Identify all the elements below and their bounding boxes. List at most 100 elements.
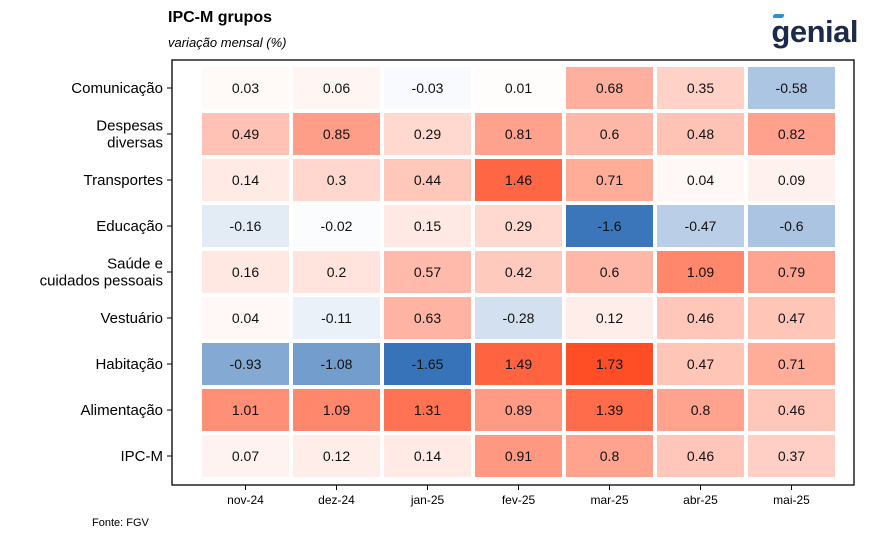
heatmap-cell xyxy=(293,159,380,201)
cell-value-label: -0.16 xyxy=(230,218,262,234)
heatmap-cell xyxy=(566,251,653,293)
heatmap-cell xyxy=(566,159,653,201)
cell-value-label: 0.46 xyxy=(687,310,714,326)
cell-value-label: 0.29 xyxy=(414,126,441,142)
y-tick-label: Saúde e xyxy=(107,256,163,273)
heatmap-cell xyxy=(566,297,653,339)
cell-value-label: 0.63 xyxy=(414,310,441,326)
cell-value-label: 0.15 xyxy=(414,218,441,234)
cell-value-label: 0.04 xyxy=(232,310,259,326)
heatmap-cell xyxy=(293,343,380,385)
cell-value-label: 0.3 xyxy=(327,172,347,188)
y-tick-label: Alimentação xyxy=(80,402,163,419)
heatmap-cell xyxy=(202,113,289,155)
heatmap-cell xyxy=(657,159,744,201)
cell-value-label: 0.6 xyxy=(600,126,620,142)
cell-value-label: 0.16 xyxy=(232,264,259,280)
cell-value-label: 0.68 xyxy=(596,80,623,96)
heatmap-cell xyxy=(202,205,289,247)
y-tick-label: Educação xyxy=(96,218,163,235)
heatmap-cell xyxy=(202,251,289,293)
brand-logo: genial xyxy=(771,14,858,50)
cell-value-label: -0.58 xyxy=(776,80,808,96)
cell-value-label: 1.39 xyxy=(596,402,623,418)
cell-value-label: 0.04 xyxy=(687,172,714,188)
heatmap-cell xyxy=(566,343,653,385)
heatmap-cell xyxy=(293,67,380,109)
heatmap-cell xyxy=(748,113,835,155)
x-tick-label: mai-25 xyxy=(773,493,810,507)
heatmap-cell xyxy=(475,251,562,293)
cell-value-label: 1.09 xyxy=(323,402,350,418)
chart-subtitle: variação mensal (%) xyxy=(168,35,287,50)
heatmap-cell xyxy=(384,113,471,155)
heatmap-cell xyxy=(202,67,289,109)
heatmap-cell xyxy=(384,297,471,339)
heatmap-cell xyxy=(657,67,744,109)
heatmap-cell xyxy=(657,251,744,293)
heatmap-cell xyxy=(657,205,744,247)
cell-value-label: 0.47 xyxy=(687,356,714,372)
heatmap-cell xyxy=(293,113,380,155)
heatmap-cell xyxy=(384,389,471,431)
heatmap-cell xyxy=(475,113,562,155)
cell-value-label: 0.12 xyxy=(323,448,350,464)
heatmap-cell xyxy=(202,159,289,201)
heatmap-cell xyxy=(293,251,380,293)
y-tick-label: Despesas xyxy=(96,118,163,135)
heatmap-cell xyxy=(384,251,471,293)
cell-value-label: -0.47 xyxy=(685,218,717,234)
cell-value-label: 0.47 xyxy=(778,310,805,326)
cell-value-label: 0.85 xyxy=(323,126,350,142)
y-tick-label: diversas xyxy=(107,135,163,152)
heatmap-cell xyxy=(748,435,835,477)
heatmap-cell xyxy=(475,297,562,339)
x-tick-label: abr-25 xyxy=(683,493,718,507)
cell-value-label: -0.6 xyxy=(779,218,803,234)
x-tick-label: fev-25 xyxy=(502,493,536,507)
heatmap-cell xyxy=(202,435,289,477)
heatmap-cell xyxy=(748,297,835,339)
logo-text: genial xyxy=(771,14,858,49)
x-tick-label: dez-24 xyxy=(318,493,355,507)
cell-value-label: 0.89 xyxy=(505,402,532,418)
heatmap-cell xyxy=(293,389,380,431)
heatmap-cell xyxy=(748,251,835,293)
heatmap-cell xyxy=(475,389,562,431)
heatmap-cell xyxy=(384,205,471,247)
cell-value-label: -0.02 xyxy=(321,218,353,234)
cell-value-label: 0.46 xyxy=(687,448,714,464)
cell-value-label: 0.06 xyxy=(323,80,350,96)
heatmap-cell xyxy=(475,67,562,109)
x-tick-label: jan-25 xyxy=(410,493,445,507)
heatmap-cell xyxy=(475,343,562,385)
cell-value-label: 0.14 xyxy=(232,172,259,188)
cell-value-label: 0.44 xyxy=(414,172,441,188)
cell-value-label: 0.07 xyxy=(232,448,259,464)
cell-value-label: 0.03 xyxy=(232,80,259,96)
cell-value-label: 0.42 xyxy=(505,264,532,280)
cell-value-label: 0.71 xyxy=(596,172,623,188)
heatmap-cell xyxy=(293,297,380,339)
cell-value-label: 0.12 xyxy=(596,310,623,326)
source-note: Fonte: FGV xyxy=(92,517,149,529)
cell-value-label: 0.35 xyxy=(687,80,714,96)
chart-title: IPC-M grupos xyxy=(168,9,272,26)
cell-value-label: 0.48 xyxy=(687,126,714,142)
heatmap-cell xyxy=(566,389,653,431)
heatmap-cell xyxy=(384,435,471,477)
cell-value-label: 0.01 xyxy=(505,80,532,96)
cell-value-label: 0.8 xyxy=(691,402,711,418)
cell-value-label: 0.57 xyxy=(414,264,441,280)
cell-value-label: 1.49 xyxy=(505,356,532,372)
cell-value-label: -1.6 xyxy=(597,218,621,234)
heatmap-cell xyxy=(566,67,653,109)
cell-value-label: -0.28 xyxy=(503,310,535,326)
heatmap-cell xyxy=(748,205,835,247)
heatmap-cell xyxy=(475,435,562,477)
heatmap-cell xyxy=(566,113,653,155)
heatmap-cell xyxy=(202,389,289,431)
heatmap-cell xyxy=(293,205,380,247)
heatmap-cell xyxy=(384,343,471,385)
